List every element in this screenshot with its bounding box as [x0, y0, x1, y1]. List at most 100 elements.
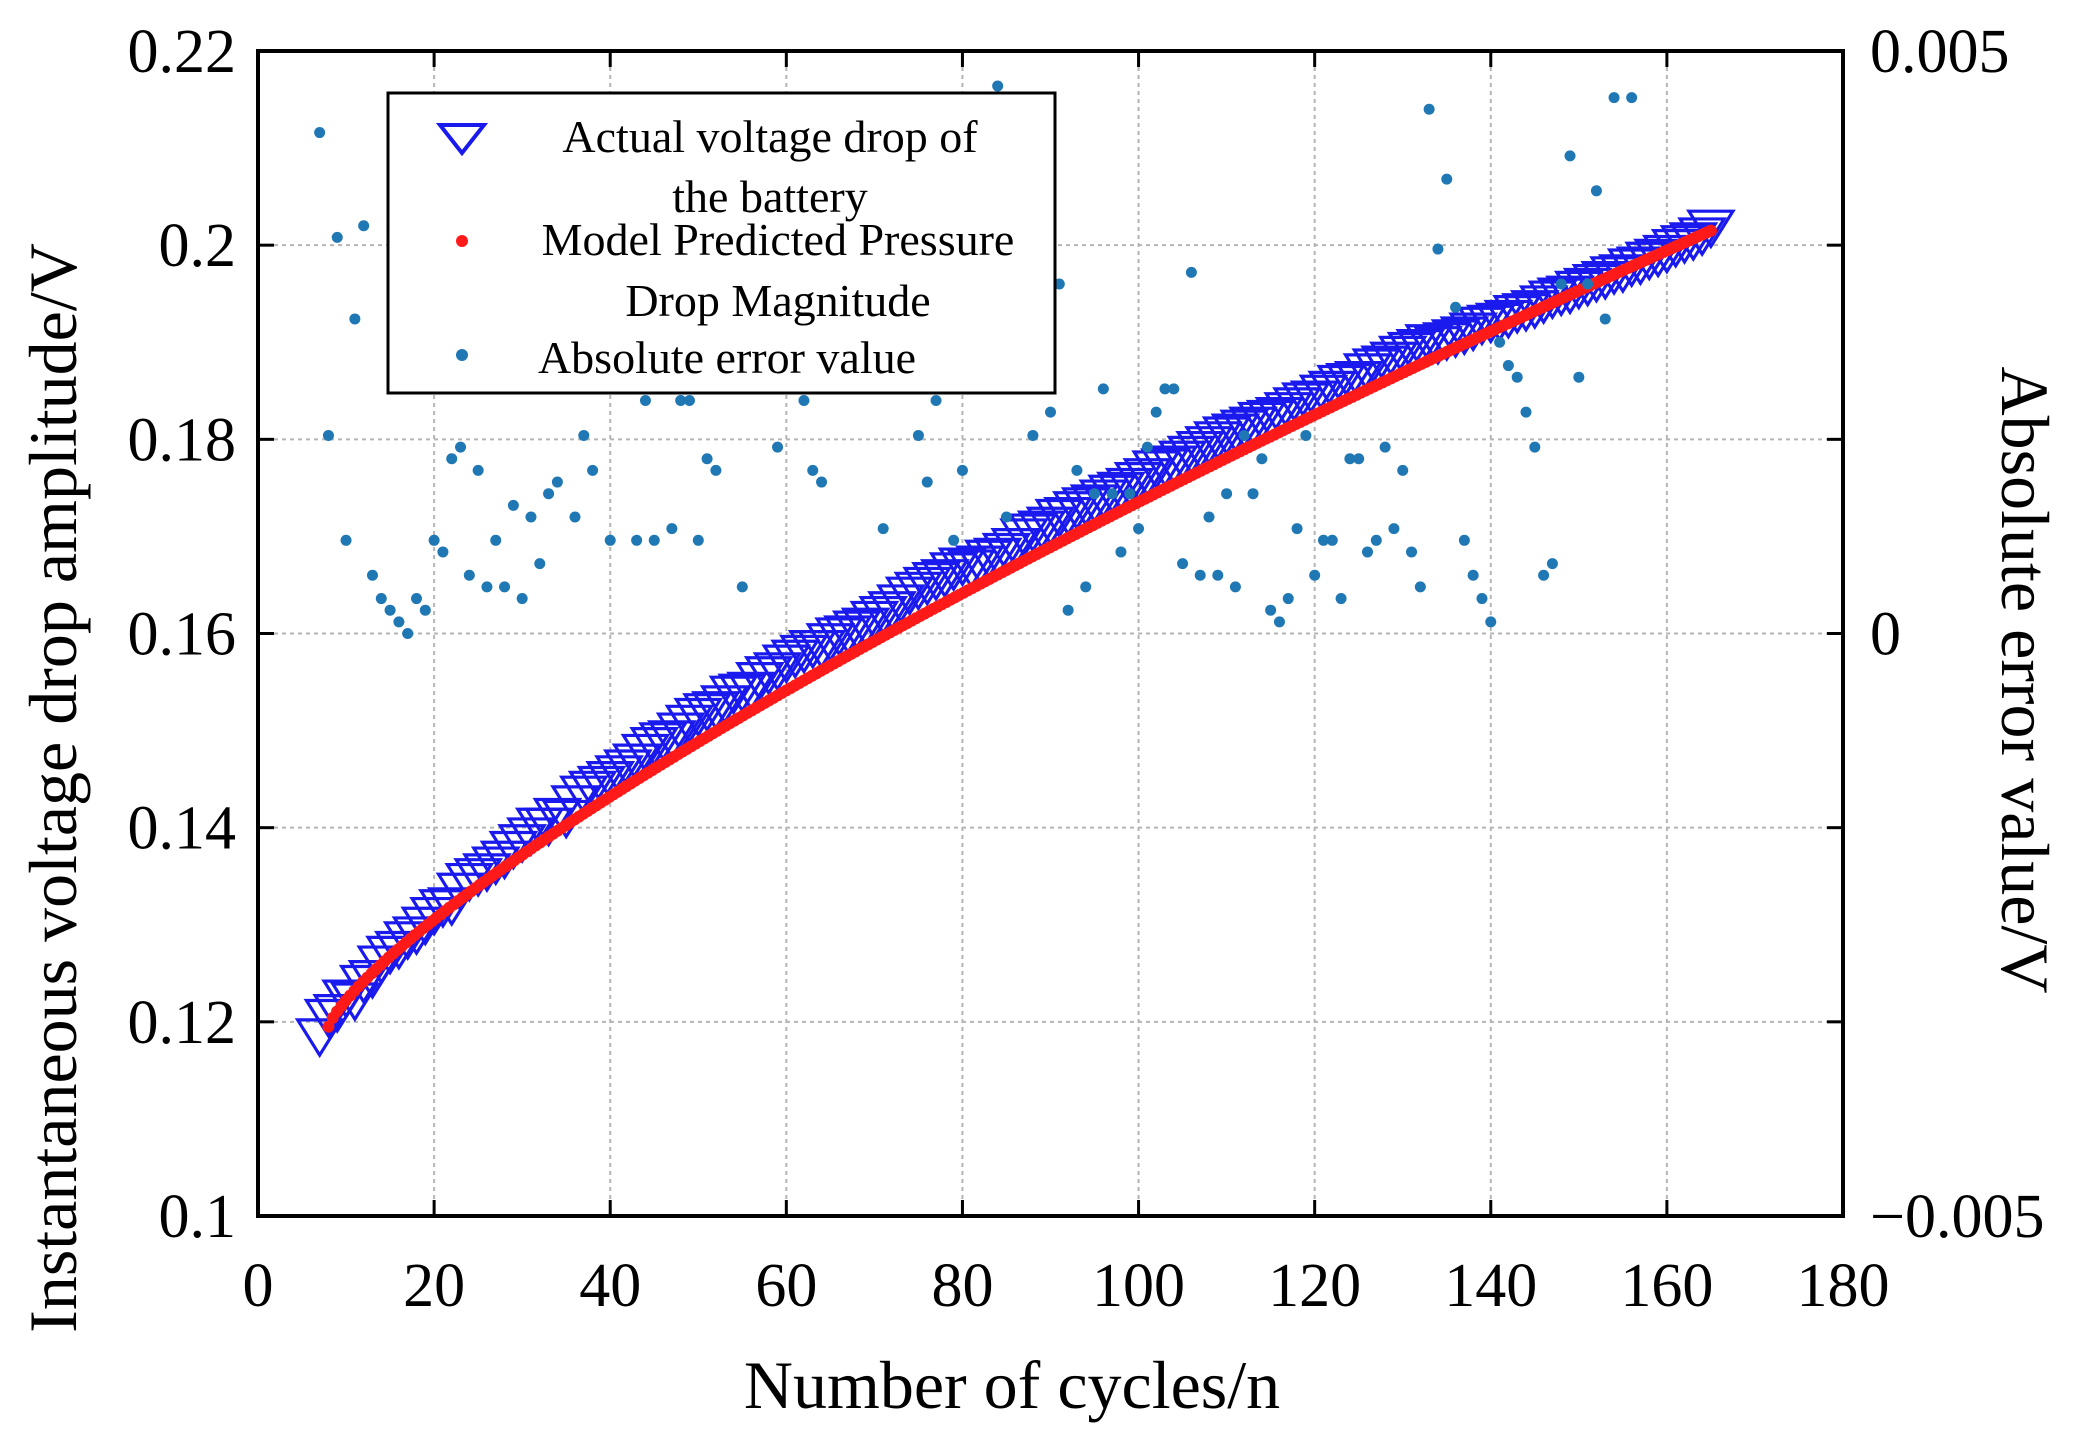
error-point: [1177, 558, 1189, 570]
error-point: [1555, 278, 1567, 290]
error-point: [393, 616, 405, 628]
actual-point: [365, 935, 415, 976]
error-point: [1608, 92, 1620, 104]
error-point: [639, 395, 651, 406]
error-point: [1168, 383, 1180, 395]
error-point: [1229, 581, 1241, 593]
error-point: [1317, 534, 1329, 546]
legend-model-label-2: Drop Magnitude: [625, 275, 930, 326]
actual-point: [303, 998, 354, 1039]
actual-point: [611, 743, 662, 784]
y2-tick-label: −0.005: [1870, 1183, 2044, 1251]
error-point: [1335, 593, 1347, 605]
x-tick-label: 100: [1092, 1252, 1185, 1320]
actual-point: [374, 930, 424, 971]
actual-point: [1016, 510, 1067, 551]
error-point: [1291, 523, 1303, 535]
error-point: [1414, 581, 1426, 593]
error-point: [604, 534, 616, 546]
actual-point: [1113, 462, 1164, 502]
error-point: [1053, 278, 1065, 290]
error-point: [587, 464, 599, 476]
error-point: [1546, 558, 1558, 570]
actual-point: [717, 673, 768, 714]
x-tick-label: 180: [1797, 1252, 1890, 1320]
error-point: [1256, 453, 1268, 465]
error-point: [1194, 569, 1206, 581]
y2-tick-label: 0: [1870, 601, 1901, 669]
actual-point: [664, 704, 715, 745]
y-tick-label: 0.16: [128, 601, 237, 669]
error-point: [463, 569, 475, 581]
error-point: [340, 534, 352, 546]
error-point: [1238, 429, 1250, 441]
error-point: [455, 441, 467, 453]
actual-point: [796, 629, 847, 670]
error-point: [1106, 488, 1118, 500]
error-point: [428, 534, 440, 546]
error-point: [1362, 546, 1373, 558]
error-point: [1564, 150, 1576, 162]
error-point: [551, 476, 563, 488]
error-point: [1344, 453, 1356, 465]
error-point: [534, 558, 546, 570]
error-point: [1388, 523, 1400, 535]
legend-model-label-1: Model Predicted Pressure: [542, 214, 1015, 265]
error-point: [1000, 511, 1012, 523]
error-point: [1185, 266, 1197, 278]
actual-point: [752, 652, 803, 693]
error-point: [1582, 278, 1594, 290]
error-point: [437, 546, 449, 558]
legend-error-label: Absolute error value: [538, 332, 916, 383]
legend-actual-label-2: the battery: [672, 171, 867, 222]
error-point: [1599, 313, 1611, 325]
error-point: [366, 569, 378, 581]
error-point: [1150, 406, 1162, 418]
actual-point: [655, 712, 706, 753]
error-point: [675, 395, 687, 406]
error-point: [683, 395, 695, 406]
error-point: [1406, 546, 1418, 558]
error-point: [1538, 569, 1550, 581]
error-point: [499, 581, 511, 593]
error-point: [1573, 371, 1585, 383]
error-point: [1089, 488, 1101, 500]
actual-point: [620, 733, 671, 774]
error-point: [1511, 371, 1523, 383]
error-point: [543, 488, 555, 500]
actual-point: [594, 755, 644, 796]
error-point: [692, 534, 704, 546]
x-tick-label: 40: [579, 1252, 641, 1320]
actual-point: [699, 685, 750, 726]
error-point: [1309, 569, 1321, 581]
error-point: [569, 511, 581, 523]
error-point: [1300, 429, 1312, 441]
actual-point: [1316, 364, 1366, 405]
error-point: [1432, 243, 1444, 255]
error-point: [358, 220, 370, 232]
error-point: [912, 429, 924, 441]
legend-box: [386, 91, 1057, 395]
actual-point: [981, 532, 1032, 573]
error-point: [402, 628, 414, 639]
error-point: [481, 581, 493, 593]
y-tick-label: 0.12: [128, 989, 237, 1057]
actual-point: [875, 584, 926, 625]
actual-point: [919, 559, 970, 599]
x-tick-label: 0: [243, 1252, 274, 1320]
error-point: [1159, 383, 1171, 395]
actual-point: [840, 607, 891, 648]
y-tick-label: 0.2: [159, 212, 237, 280]
actual-point: [937, 547, 988, 588]
legend: Actual voltage drop of the battery Model…: [386, 91, 1057, 395]
error-point: [1494, 336, 1506, 348]
error-point: [507, 499, 519, 511]
error-point: [1626, 92, 1638, 104]
actual-point: [400, 906, 451, 947]
error-point: [375, 593, 387, 605]
actual-point: [602, 749, 653, 790]
error-point: [472, 464, 484, 476]
x-tick-label: 20: [403, 1252, 465, 1320]
y-axis-label: Instantaneous voltage drop amplitude/V: [15, 243, 91, 1333]
